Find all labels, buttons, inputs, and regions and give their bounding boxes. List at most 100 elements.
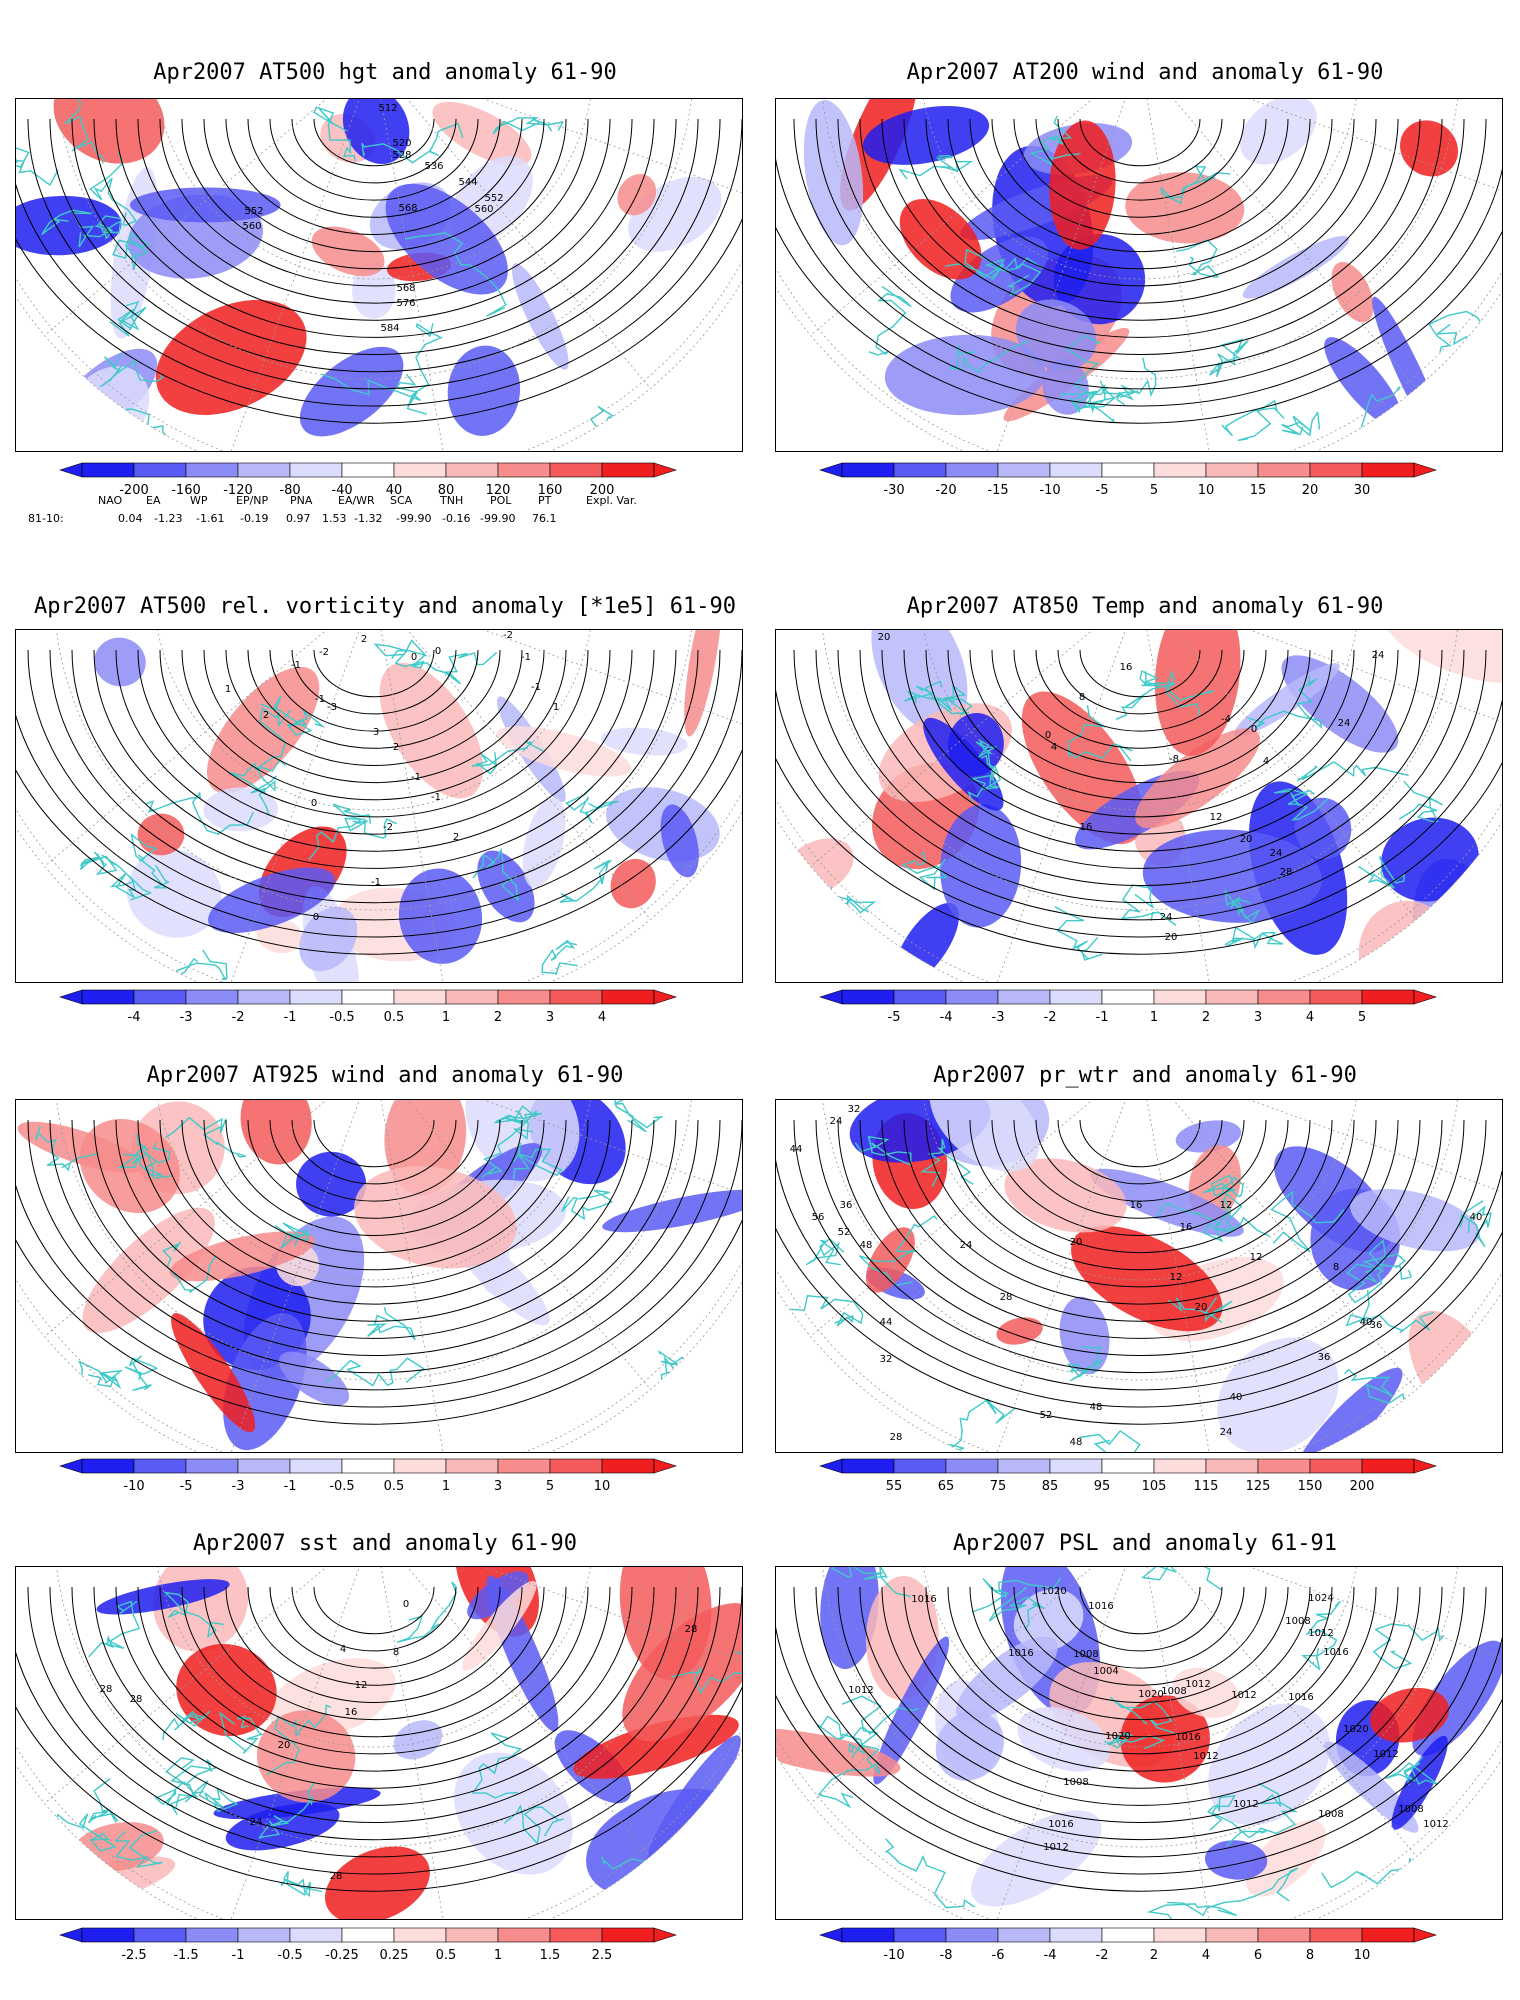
coastline (396, 1581, 457, 1643)
anomaly-shade (213, 1787, 381, 1820)
colorbar-segment (81, 1927, 135, 1943)
colorbar-segment (841, 462, 895, 478)
colorbar-segment (841, 1458, 895, 1474)
contour-line (881, 1586, 1399, 1789)
colorbar-tick-label: 8 (1305, 1948, 1315, 1963)
anomaly-shade (126, 849, 222, 938)
colorbar-segment (1257, 989, 1311, 1005)
coastline (83, 215, 122, 240)
anomaly-shade (1059, 1296, 1110, 1375)
teleconnection-header: EP/NP (236, 494, 269, 507)
colorbar-tick-label: -6 (991, 1948, 1005, 1963)
meridian (1139, 1567, 1417, 1857)
coastline (1428, 310, 1486, 353)
contour-line (16, 649, 742, 938)
contour-line (16, 1586, 742, 1892)
contour-label: 560 (242, 221, 261, 232)
coastline (89, 151, 138, 227)
contour-label: 48 (860, 1240, 873, 1251)
anomaly-shade (462, 1580, 537, 1671)
contour-line (181, 649, 567, 801)
contour-line (71, 649, 677, 887)
coastline (321, 373, 427, 415)
anomaly-shade (240, 1100, 312, 1165)
contour-label: -1 (431, 792, 441, 803)
colorbar-tick-label: 5 (1357, 1010, 1367, 1025)
contour-line (969, 1119, 1311, 1254)
contour-label: 568 (396, 283, 415, 294)
contour-label: 544 (458, 177, 477, 188)
contour-label: 48 (1070, 1437, 1083, 1448)
coastline (1270, 1190, 1345, 1253)
colorbar-tick-label: 200 (1349, 1479, 1375, 1494)
map-vort500: 2 -2 -1 0 -1 1 2 -3 3 2 -1 0 -2 -1 -1 1 -1 0 -2 2 -1 0 (15, 629, 743, 983)
anomaly-shade (152, 1567, 249, 1652)
coastline (162, 1241, 216, 1293)
contour-line (1035, 1119, 1245, 1202)
contour-label: 44 (880, 1317, 893, 1328)
contour-line (776, 1119, 1502, 1408)
contour-label: 3 (373, 727, 379, 738)
contour-line (815, 1586, 1465, 1841)
coastline (404, 232, 507, 317)
contour-label: -8 (1169, 754, 1179, 765)
contour-line (815, 118, 1465, 373)
meridian (226, 99, 375, 451)
contour-line (881, 1119, 1399, 1322)
contour-line (969, 1586, 1311, 1721)
colorbar-tick-label: 5 (1149, 483, 1159, 498)
anomaly-shade (820, 1567, 879, 1670)
contour-line (16, 649, 742, 955)
contour-line (1057, 1119, 1223, 1185)
contour-line (291, 1586, 457, 1652)
coastline (325, 1357, 425, 1387)
teleconnection-header: EA (146, 494, 161, 507)
colorbar-segment (549, 989, 603, 1005)
contour-line (203, 1119, 545, 1254)
contour-label: 12 (1170, 1272, 1183, 1283)
anomaly-shade (929, 1100, 1040, 1172)
coastline (1054, 906, 1103, 961)
colorbar-tick-label: 1.5 (539, 1948, 561, 1963)
colorbar-segment (393, 989, 447, 1005)
colorbar-segment (1101, 989, 1155, 1005)
meridian (226, 1567, 375, 1919)
colorbar-tick-label: -2 (1095, 1948, 1109, 1963)
anomaly-shade (1175, 1120, 1242, 1153)
anomaly-shade (82, 1207, 215, 1334)
meridian (226, 630, 375, 982)
colorbar-segment (1309, 1458, 1363, 1474)
contour-line (313, 649, 435, 698)
coastline (42, 1813, 118, 1852)
contour-label: 20 (1240, 834, 1253, 845)
colorbar-tick-label: -40 (331, 483, 353, 498)
colorbar-tick-label: 65 (937, 1479, 955, 1494)
colorbar-tick-label: 125 (1245, 1479, 1271, 1494)
panel-title-wind925: Apr2007 AT925 wind and anomaly 61-90 (146, 1063, 624, 1088)
colorbar-segment (133, 1927, 187, 1943)
anomaly-shade (379, 662, 483, 799)
contour-label: 24 (830, 1116, 843, 1127)
contour-line (291, 649, 457, 715)
colorbar-tick-label: 150 (1297, 1479, 1323, 1494)
colorbar-tick-label: 55 (885, 1479, 903, 1494)
colorbar-segment (1049, 1458, 1103, 1474)
colorbar-tick-label: 80 (437, 483, 455, 498)
contour-line (49, 1119, 699, 1374)
colorbar-segment (1257, 462, 1311, 478)
contour-label: 1012 (1231, 1690, 1256, 1701)
coastline (1203, 1174, 1244, 1198)
colorbar-tick-label: -1 (283, 1479, 297, 1494)
colorbar-arrow-right (653, 462, 677, 478)
coastline (1160, 165, 1231, 205)
anomaly-shade (354, 1166, 517, 1269)
contour-line (93, 118, 655, 338)
coastline (868, 286, 912, 356)
colorbar-tick-label: 85 (1041, 1479, 1059, 1494)
contour-label: 28 (1280, 867, 1293, 878)
coastline (78, 1360, 124, 1390)
contour-label: 1020 (1105, 1731, 1130, 1742)
map-wind200 (775, 98, 1503, 452)
coastline (367, 1307, 416, 1341)
